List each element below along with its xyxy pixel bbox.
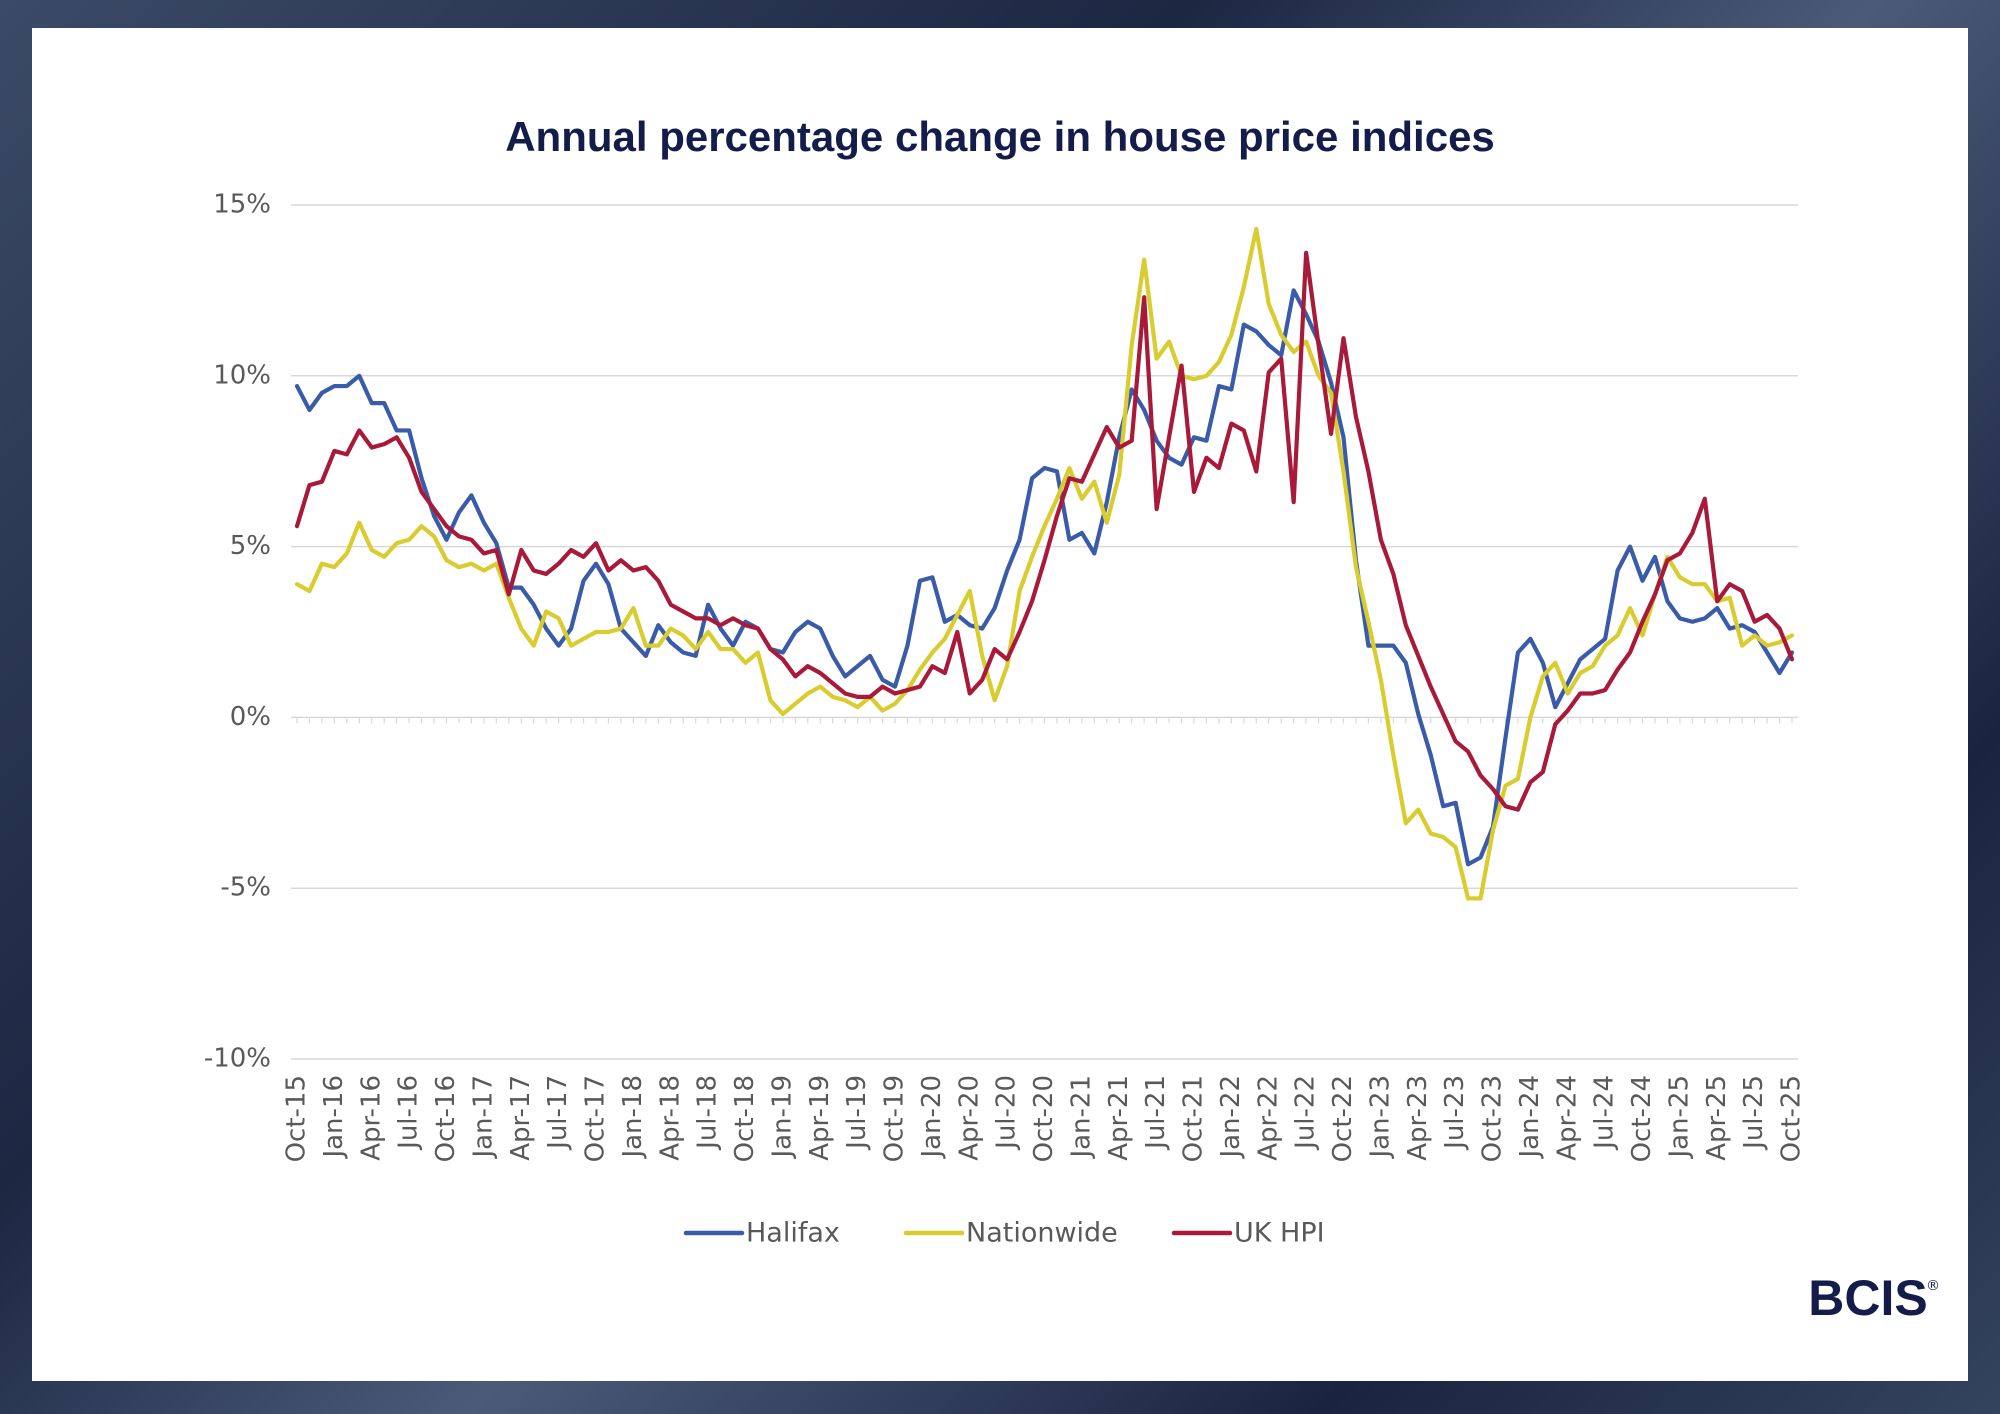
y-tick-label: -10% — [204, 1044, 271, 1074]
x-tick-label: Jul-25 — [1739, 1075, 1769, 1151]
legend-label: Nationwide — [966, 1218, 1118, 1249]
x-tick-label: Apr-21 — [1104, 1075, 1134, 1161]
legend-label: Halifax — [746, 1218, 840, 1249]
x-tick-label: Jan-16 — [319, 1075, 349, 1160]
x-tick-label: Jan-22 — [1216, 1075, 1246, 1160]
x-tick-label: Oct-21 — [1179, 1075, 1209, 1162]
y-tick-label: 10% — [213, 360, 271, 390]
x-tick-label: Jul-19 — [842, 1075, 872, 1151]
x-tick-label: Jul-16 — [394, 1075, 424, 1151]
x-tick-label: Oct-19 — [880, 1075, 910, 1162]
x-tick-label: Oct-16 — [431, 1075, 461, 1162]
x-tick-label: Apr-25 — [1702, 1075, 1732, 1161]
x-tick-label: Apr-22 — [1253, 1075, 1283, 1161]
x-tick-label: Jan-23 — [1365, 1075, 1395, 1160]
series-line — [294, 226, 1795, 901]
y-tick-label: 5% — [230, 531, 271, 561]
x-tick-label: Apr-24 — [1552, 1075, 1582, 1161]
x-tick-label: Oct-17 — [581, 1075, 611, 1162]
x-tick-label: Jan-17 — [468, 1075, 498, 1160]
x-tick-label: Jul-24 — [1590, 1075, 1620, 1151]
series-line — [294, 288, 1795, 867]
y-tick-label: -5% — [220, 873, 271, 903]
x-tick-label: Jan-25 — [1664, 1075, 1694, 1160]
x-tick-label: Apr-18 — [655, 1075, 685, 1161]
x-tick-label: Oct-15 — [282, 1075, 312, 1162]
x-tick-label: Jan-24 — [1515, 1075, 1545, 1160]
x-tick-label: Jul-23 — [1440, 1075, 1470, 1151]
brand-logo: BCIS — [1808, 1270, 1927, 1326]
x-tick-label: Jul-17 — [543, 1075, 573, 1151]
x-tick-label: Jan-18 — [618, 1075, 648, 1160]
x-tick-label: Oct-24 — [1627, 1075, 1657, 1162]
x-tick-label: Oct-20 — [1029, 1075, 1059, 1162]
y-tick-label: 15% — [213, 190, 271, 220]
card — [32, 28, 1968, 1381]
series-line — [294, 250, 1795, 812]
x-tick-label: Apr-19 — [805, 1075, 835, 1161]
x-tick-label: Jul-21 — [1141, 1075, 1171, 1151]
x-tick-label: Jan-19 — [767, 1075, 797, 1160]
x-tick-label: Apr-16 — [356, 1075, 386, 1161]
x-tick-label: Jan-21 — [1066, 1075, 1096, 1160]
x-tick-label: Oct-22 — [1328, 1075, 1358, 1162]
x-tick-label: Apr-20 — [954, 1075, 984, 1161]
x-tick-label: Jul-18 — [693, 1075, 723, 1151]
chart-title: Annual percentage change in house price … — [505, 113, 1495, 160]
x-tick-label: Jan-20 — [917, 1075, 947, 1160]
x-tick-label: Oct-25 — [1777, 1075, 1807, 1162]
x-tick-label: Oct-23 — [1478, 1075, 1508, 1162]
legend-label: UK HPI — [1234, 1218, 1325, 1249]
x-tick-label: Apr-17 — [506, 1075, 536, 1161]
x-tick-label: Jul-22 — [1291, 1075, 1321, 1151]
y-tick-label: 0% — [230, 702, 271, 732]
x-tick-label: Apr-23 — [1403, 1075, 1433, 1161]
x-tick-label: Oct-18 — [730, 1075, 760, 1162]
x-tick-label: Jul-20 — [992, 1075, 1022, 1151]
brand-mark: ® — [1926, 1278, 1940, 1294]
